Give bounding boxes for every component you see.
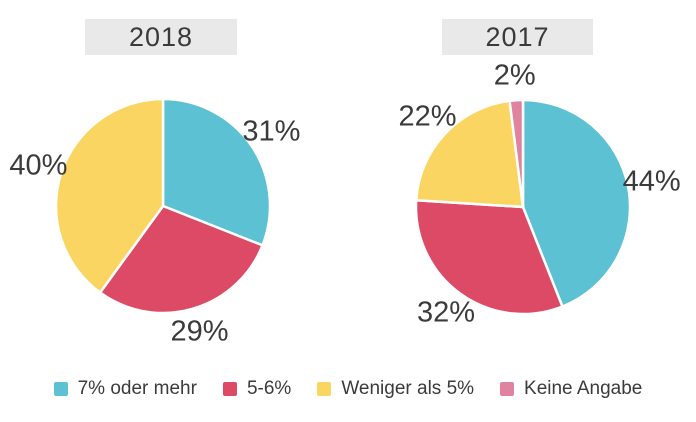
legend-label: Weniger als 5% xyxy=(341,378,475,399)
legend-label: 7% oder mehr xyxy=(77,378,197,399)
pie-value-label: 40% xyxy=(9,149,68,182)
pie-value-label: 2% xyxy=(493,59,536,92)
legend-label: Keine Angabe xyxy=(524,378,643,399)
legend-swatch-teal xyxy=(53,382,68,396)
legend-swatch-yellow xyxy=(317,382,332,396)
legend-item-weniger-als-5pct: Weniger als 5% xyxy=(317,378,474,400)
legend-item-keine-angabe: Keine Angabe xyxy=(500,378,642,400)
pie-value-label: 29% xyxy=(170,315,229,348)
chart-title-right: 2017 xyxy=(442,19,593,55)
legend-swatch-pink xyxy=(500,382,515,396)
legend-label: 5-6% xyxy=(246,378,292,399)
legend-item-5-6pct: 5-6% xyxy=(222,378,292,400)
chart-title-left: 2018 xyxy=(85,19,237,55)
pie-value-label: 44% xyxy=(622,165,681,198)
pie-value-label: 22% xyxy=(398,100,457,133)
pie-value-label: 31% xyxy=(242,115,301,148)
pie-value-label: 32% xyxy=(416,296,476,329)
legend-swatch-red xyxy=(222,382,237,396)
legend: 7% oder mehr 5-6% Weniger als 5% Keine A… xyxy=(0,378,696,400)
legend-item-7pct-oder-mehr: 7% oder mehr xyxy=(53,378,197,400)
pie-slice-7pct-oder-mehr xyxy=(521,98,632,308)
pie-slice-keine-angabe xyxy=(508,98,525,209)
